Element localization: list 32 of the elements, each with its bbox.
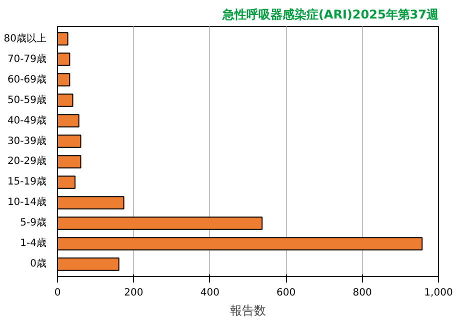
bar [58, 258, 120, 271]
bar [58, 176, 76, 189]
y-tick-label: 0歳 [30, 258, 47, 270]
bar [58, 216, 263, 230]
x-tick-label: 0 [54, 288, 61, 298]
y-tick-label: 5-9歳 [20, 216, 47, 229]
bar [58, 155, 82, 168]
y-tick-label: 1-4歳 [20, 237, 47, 250]
bar [58, 32, 68, 46]
y-tick-label: 50-59歳 [7, 94, 47, 106]
y-tick-label: 20-29歳 [7, 155, 47, 168]
x-axis-title: 報告数 [230, 304, 266, 318]
y-tick-label: 70-79歳 [7, 52, 47, 65]
bar [58, 196, 124, 210]
y-tick-label: 15-19歳 [7, 176, 47, 188]
y-tick-label: 80歳以上 [4, 32, 47, 44]
bar [58, 237, 423, 250]
bar [58, 52, 70, 66]
y-tick-label: 40-49歳 [7, 114, 47, 126]
y-tick-label: 30-39歳 [7, 134, 47, 147]
x-tick-label: 200 [124, 288, 144, 298]
y-tick-label: 10-14歳 [7, 196, 47, 208]
bar [58, 73, 70, 86]
y-tick-label: 60-69歳 [7, 73, 47, 86]
x-tick-label: 600 [276, 288, 296, 298]
x-tick-label: 400 [200, 288, 220, 298]
bar [58, 134, 82, 148]
x-tick-label: 1,000 [424, 288, 453, 298]
bar [58, 114, 80, 128]
bar [58, 94, 74, 107]
chart-title: 急性呼吸器感染症(ARI)2025年第37週 [221, 8, 440, 22]
x-tick-label: 800 [352, 288, 372, 298]
